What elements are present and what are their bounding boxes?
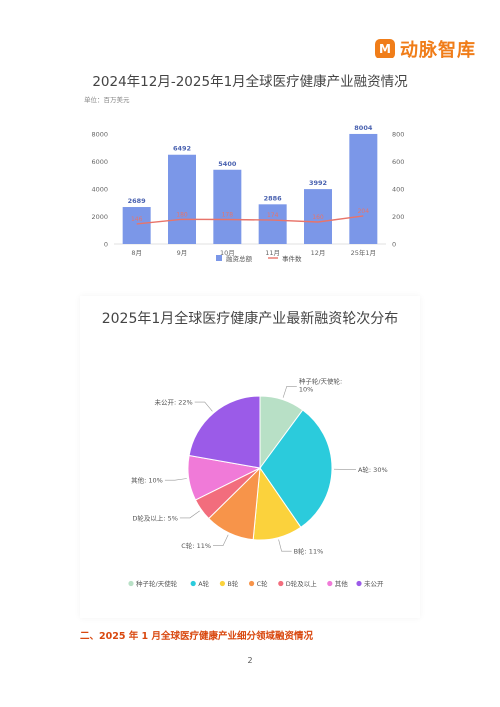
y-right-tick-label: 800 <box>392 131 404 139</box>
round-chart-svg: 种子轮/天使轮: 10% A轮: 30% B轮: 11% C轮: 11% D轮及以上: 5… <box>128 376 388 588</box>
bar-data-label: 3992 <box>309 179 327 187</box>
pie-data-label-line: C轮: 11% <box>181 541 211 550</box>
pie-data-label: B轮: 11% <box>294 547 324 556</box>
y-left-tick-label: 6000 <box>91 158 108 166</box>
legend-label-funding: 融资总额 <box>226 254 253 263</box>
y-left-tick-label: 4000 <box>91 186 108 194</box>
page-number: 2 <box>247 656 253 665</box>
pie-leader-line <box>194 401 213 412</box>
legend-label-events: 事件数 <box>282 254 302 263</box>
line-data-label: 180 <box>176 211 188 218</box>
brand-logo: M 动脉智库 <box>375 36 476 62</box>
legend-label: C轮 <box>257 579 269 588</box>
bar-funding <box>349 133 378 244</box>
pie-slice <box>259 409 333 528</box>
bar-data-label: 8004 <box>354 124 373 132</box>
bar-data-label: 2886 <box>264 194 283 202</box>
legend-label: A轮 <box>198 579 209 588</box>
x-tick-label: 10月 <box>220 249 235 257</box>
bar-funding <box>122 207 151 244</box>
section-heading: 二、2025 年 1 月全球医疗健康产业细分领域融资情况 <box>80 631 313 642</box>
line-data-label: 174 <box>267 212 279 219</box>
funding-chart-legend: 融资总额 事件数 <box>216 254 302 263</box>
pie-slice <box>188 395 261 469</box>
bar-data-label: 6492 <box>173 145 191 153</box>
y-right-tick-label: 400 <box>392 186 404 194</box>
brand-name: 动脉智库 <box>400 40 476 61</box>
pie-leader-line <box>179 510 200 519</box>
x-tick-label: 11月 <box>265 249 280 257</box>
y-left-tick-label: 0 <box>104 241 108 249</box>
round-chart-legend: 种子轮/天使轮 A轮 B轮 C轮 D轮及以上 其他 未公开 <box>128 579 384 588</box>
y-right-tick-label: 200 <box>392 213 404 221</box>
legend-swatch-funding <box>216 255 222 261</box>
legend-label: B轮 <box>227 579 238 588</box>
legend-swatch <box>249 580 255 587</box>
line-data-label: 178 <box>222 212 234 219</box>
funding-chart-unit: 单位：百万美元 <box>84 96 130 104</box>
bar-funding <box>168 154 196 244</box>
x-tick-label: 8月 <box>131 249 142 257</box>
pie-data-label-line: 其他: 10% <box>131 476 163 485</box>
pie-leader-line <box>213 534 229 546</box>
round-chart-card: 2025年1月全球医疗健康产业最新融资轮次分布 种子轮/天使轮: 10% A轮: 3… <box>80 296 420 618</box>
line-data-label: 160 <box>312 214 324 221</box>
legend-swatch <box>128 580 134 587</box>
y-right-tick-label: 0 <box>392 241 396 249</box>
legend-swatch <box>219 580 225 587</box>
funding-chart-title: 2024年12月-2025年1月全球医疗健康产业融资情况 <box>92 74 408 90</box>
pie-data-label: C轮: 11% <box>181 541 211 550</box>
pie-leader-line <box>164 478 187 481</box>
legend-label: 其他 <box>335 579 349 588</box>
pie-data-label-line: 种子轮/天使轮: <box>299 376 342 385</box>
line-event-count <box>136 215 364 225</box>
y-right-tick-label: 600 <box>392 158 404 166</box>
y-left-tick-label: 8000 <box>91 131 108 139</box>
bar-funding <box>304 189 332 244</box>
bar-funding <box>258 204 287 244</box>
legend-label: 种子轮/天使轮 <box>136 579 178 588</box>
legend-swatch <box>190 580 196 587</box>
x-tick-label: 25年1月 <box>351 248 376 257</box>
pie-data-label: D轮及以上: 5% <box>132 513 178 522</box>
line-data-label: 204 <box>358 208 370 215</box>
brand-icon: M <box>375 39 395 59</box>
pie-data-label: 其他: 10% <box>131 476 163 485</box>
legend-swatch <box>327 580 333 587</box>
funding-chart-card: 2024年12月-2025年1月全球医疗健康产业融资情况 单位：百万美元 0 20… <box>80 58 420 276</box>
bar-data-label: 2689 <box>128 197 147 205</box>
legend-swatch <box>356 580 362 587</box>
legend-label: D轮及以上 <box>286 579 318 588</box>
x-tick-label: 9月 <box>177 249 188 257</box>
legend-label: 未公开 <box>364 579 384 588</box>
pie-data-label: 未公开: 22% <box>155 398 193 407</box>
round-chart-title: 2025年1月全球医疗健康产业最新融资轮次分布 <box>101 311 399 327</box>
pie-data-label: 种子轮/天使轮: 10% <box>299 376 342 393</box>
pie-leader-line <box>278 539 292 552</box>
pie-data-label-line: A轮: 30% <box>358 465 388 474</box>
funding-chart-svg: 0 2000 4000 6000 8000 0 200 400 600 800 2689 8月 6492… <box>91 124 404 263</box>
bar-data-label: 5400 <box>218 160 237 168</box>
pie-data-label: A轮: 30% <box>358 465 388 474</box>
line-data-label: 146 <box>131 216 143 223</box>
legend-swatch <box>278 580 284 587</box>
pie-data-label-line: 未公开: 22% <box>155 398 193 407</box>
pie-data-label-line: 10% <box>299 385 313 393</box>
y-left-tick-label: 2000 <box>91 213 108 221</box>
pie-data-label-line: D轮及以上: 5% <box>132 513 178 522</box>
pie-leader-line <box>282 386 297 398</box>
pie-data-label-line: B轮: 11% <box>294 547 324 556</box>
bar-funding <box>213 169 242 244</box>
x-tick-label: 12月 <box>311 249 326 257</box>
